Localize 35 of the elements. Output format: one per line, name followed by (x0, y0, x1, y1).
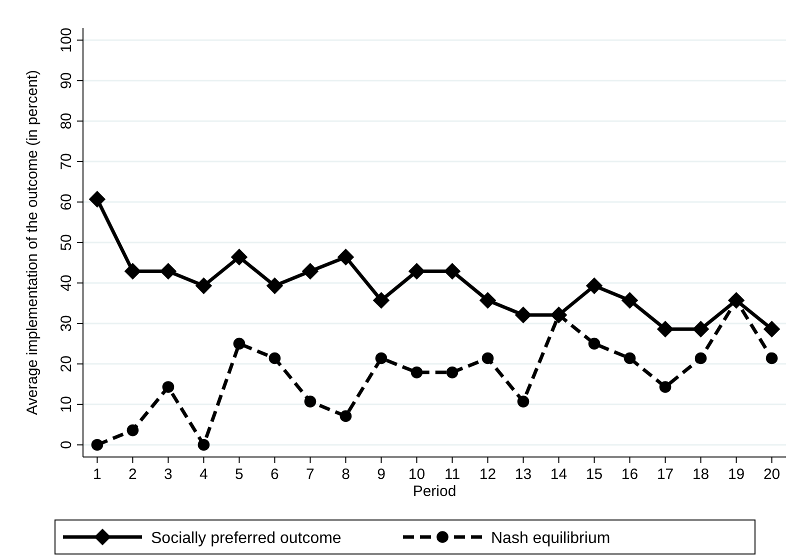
y-tick-label: 100 (58, 28, 75, 53)
y-tick-label: 40 (58, 274, 75, 292)
y-tick-label: 80 (58, 112, 75, 130)
x-tick-label: 12 (479, 466, 496, 483)
x-tick-label: 9 (377, 466, 386, 483)
x-tick-label: 8 (342, 466, 350, 483)
x-tick-label: 14 (550, 466, 568, 483)
x-axis-title: Period (412, 483, 456, 500)
y-tick-label: 30 (58, 315, 75, 332)
x-tick-label: 17 (656, 466, 674, 483)
x-tick-label: 16 (621, 466, 638, 483)
y-tick-label: 20 (58, 356, 75, 372)
x-tick-label: 2 (128, 466, 137, 483)
legend-label: Nash equilibrium (491, 530, 610, 547)
x-tick-label: 6 (270, 466, 279, 483)
legend-label: Socially preferred outcome (151, 530, 342, 547)
y-tick-label: 0 (58, 440, 75, 450)
y-tick-label: 10 (58, 396, 75, 413)
x-tick-label: 13 (514, 466, 532, 483)
x-tick-label: 1 (93, 466, 102, 483)
y-tick-label: 90 (58, 72, 75, 89)
x-tick-label: 20 (763, 466, 780, 483)
x-tick-label: 10 (408, 466, 426, 483)
y-tick-label: 70 (58, 153, 75, 170)
x-tick-label: 4 (200, 466, 208, 483)
y-tick-label: 50 (58, 234, 75, 251)
y-tick-label: 60 (58, 194, 75, 210)
x-tick-label: 7 (306, 466, 314, 483)
x-tick-label: 15 (586, 466, 603, 483)
x-tick-label: 11 (444, 466, 460, 483)
x-tick-label: 5 (235, 466, 244, 483)
x-tick-label: 18 (692, 466, 710, 483)
x-tick-label: 19 (728, 466, 745, 483)
y-axis-title: Average implementation of the outcome (in percent) (24, 70, 41, 415)
x-tick-label: 3 (164, 466, 172, 483)
